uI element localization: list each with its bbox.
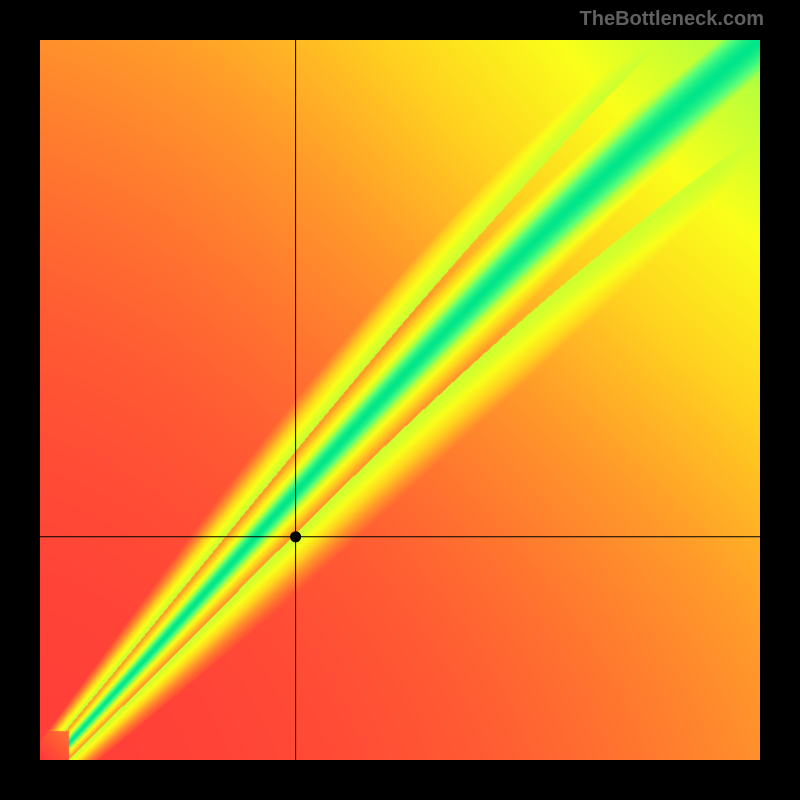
watermark-text: TheBottleneck.com [580, 8, 764, 31]
heatmap-plot [40, 40, 760, 760]
heatmap-canvas [40, 40, 760, 760]
